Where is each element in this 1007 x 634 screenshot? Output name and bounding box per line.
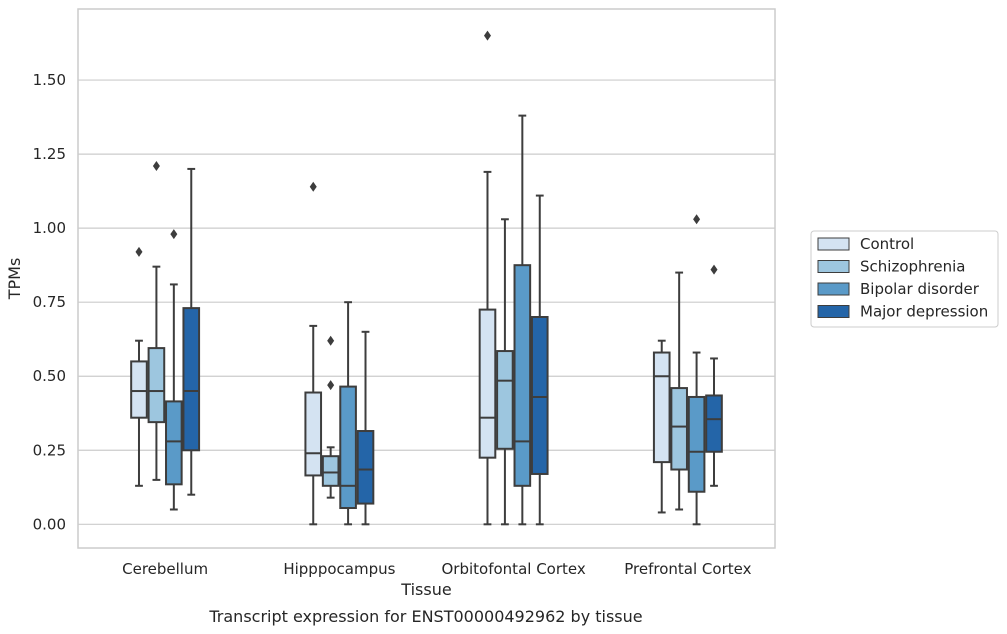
- y-tick-label: 1.50: [33, 71, 66, 89]
- box-schizophrenia: [147, 160, 166, 481]
- iqr-box: [478, 308, 497, 459]
- box-schizophrenia: [321, 335, 340, 499]
- iqr-box: [165, 400, 183, 486]
- legend-swatch: [817, 305, 850, 318]
- plot-frame: [77, 8, 776, 549]
- y-axis-label: TPMs: [5, 258, 24, 301]
- box-control: [304, 181, 323, 526]
- box-schizophrenia: [670, 271, 688, 511]
- iqr-box: [356, 430, 375, 505]
- iqr-box: [182, 307, 201, 452]
- outlier-point: [327, 335, 335, 346]
- legend-frame: [810, 230, 999, 328]
- y-tick-label: 1.25: [33, 145, 66, 163]
- box-major-depression: [530, 194, 549, 526]
- box-major-depression: [356, 330, 375, 526]
- outlier-point: [170, 229, 178, 240]
- outlier-point: [693, 214, 701, 225]
- box-control: [130, 246, 148, 487]
- iqr-box: [687, 395, 706, 493]
- y-tick-label: 0.25: [33, 441, 66, 459]
- x-tick-label: Hipppocampus: [283, 560, 395, 578]
- legend-label: Schizophrenia: [860, 258, 965, 276]
- box-bipolar-disorder: [165, 229, 183, 511]
- legend-swatch: [817, 260, 850, 273]
- box-bipolar-disorder: [339, 301, 357, 526]
- y-tick-label: 1.00: [33, 219, 66, 237]
- iqr-box: [496, 350, 514, 450]
- iqr-box: [321, 455, 340, 487]
- box-major-depression: [182, 167, 201, 496]
- outlier-point: [152, 160, 160, 171]
- iqr-box: [304, 391, 323, 477]
- box-bipolar-disorder: [687, 214, 706, 526]
- box-control: [478, 30, 497, 526]
- x-tick-label: Orbitofontal Cortex: [442, 560, 586, 578]
- legend-swatch: [817, 237, 850, 251]
- y-tick-label: 0.75: [33, 293, 66, 311]
- outlier-point: [135, 246, 143, 257]
- legend: Control Schizophrenia Bipolar disorder Majo…: [810, 230, 999, 328]
- x-tick-label: Prefrontal Cortex: [624, 560, 751, 578]
- iqr-box: [652, 351, 671, 464]
- box-bipolar-disorder: [513, 114, 532, 526]
- iqr-box: [513, 264, 532, 487]
- x-tick-labels: Cerebellum Hipppocampus Orbitofontal Corte…: [122, 560, 751, 578]
- box-major-depression: [705, 264, 723, 487]
- legend-label: Control: [860, 235, 914, 253]
- y-tick-label: 0.50: [33, 367, 66, 385]
- y-tick-label: 0.00: [33, 515, 66, 533]
- iqr-box: [530, 316, 549, 475]
- outlier-point: [309, 181, 317, 192]
- box-schizophrenia: [496, 218, 514, 526]
- iqr-box: [130, 360, 148, 419]
- y-tick-labels: 0.00 0.25 0.50 0.75 1.00 1.25 1.50: [33, 71, 66, 533]
- iqr-box: [339, 385, 357, 510]
- iqr-box: [147, 347, 166, 424]
- iqr-box: [705, 394, 723, 453]
- boxes-layer: [130, 30, 723, 526]
- legend-label: Bipolar disorder: [860, 280, 980, 298]
- iqr-box: [670, 387, 688, 471]
- x-axis-label: Tissue: [400, 580, 451, 599]
- outlier-point: [483, 30, 491, 41]
- chart-caption: Transcript expression for ENST0000049296…: [208, 607, 642, 626]
- outlier-point: [327, 380, 335, 391]
- legend-label: Major depression: [860, 303, 988, 321]
- box-control: [652, 339, 671, 514]
- legend-swatch: [817, 282, 850, 296]
- outlier-point: [710, 264, 718, 275]
- x-tick-label: Cerebellum: [122, 560, 208, 578]
